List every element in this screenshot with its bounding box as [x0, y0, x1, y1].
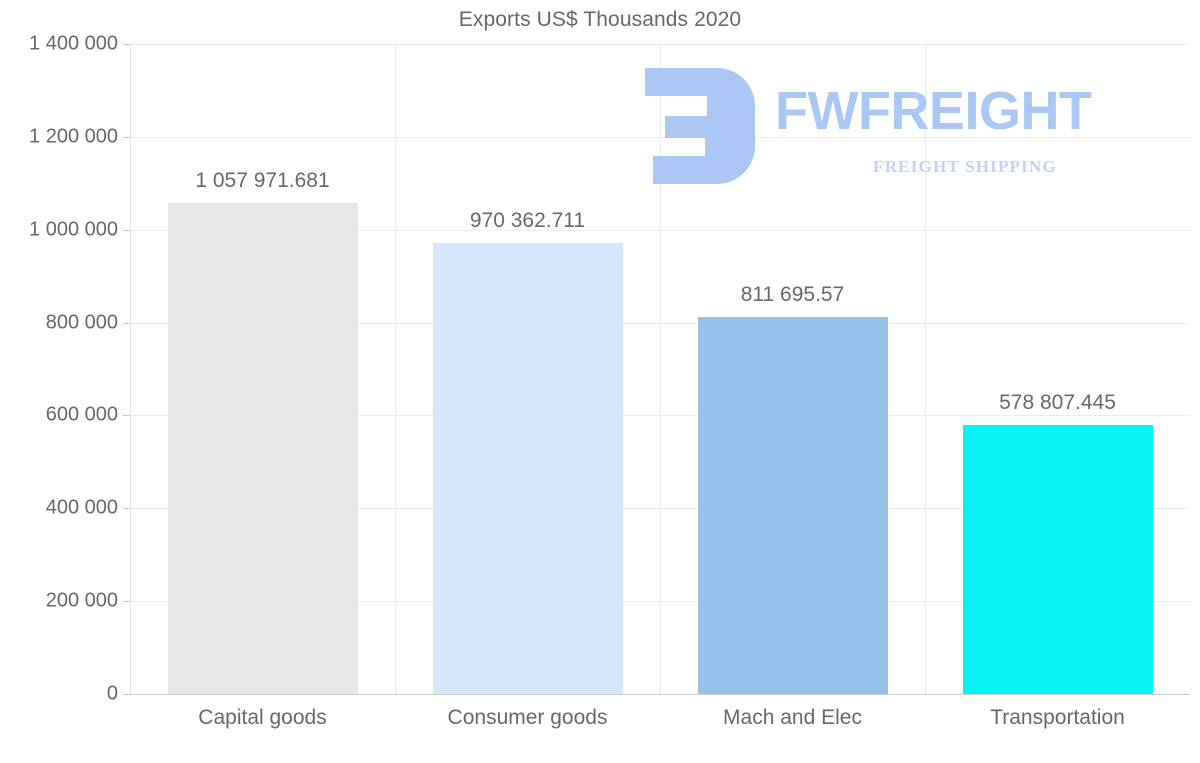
bar-mach-and-elec[interactable] — [697, 317, 888, 694]
bar-consumer-goods[interactable] — [432, 243, 623, 694]
y-axis-line — [130, 44, 131, 695]
category-separator — [925, 44, 926, 694]
bar-value-label: 1 057 971.681 — [195, 168, 330, 192]
bar-transportation[interactable] — [962, 425, 1153, 694]
x-axis-tick-label: Transportation — [990, 706, 1125, 729]
y-axis-tick-label: 1 000 000 — [29, 218, 118, 241]
chart-title: Exports US$ Thousands 2020 — [458, 8, 742, 31]
y-axis-tick-mark — [123, 229, 130, 231]
bar-value-label: 578 807.445 — [999, 391, 1116, 415]
y-axis-tick-mark — [123, 601, 130, 603]
category-separator — [660, 44, 661, 694]
y-axis-tick-label: 800 000 — [45, 311, 118, 334]
bar-value-label: 811 695.57 — [740, 283, 845, 307]
bar-capital-goods[interactable] — [167, 202, 358, 694]
category-separator — [395, 44, 396, 694]
x-axis-tick-label: Capital goods — [198, 706, 327, 729]
y-axis-tick-label: 600 000 — [45, 403, 118, 426]
y-axis-tick-label: 400 000 — [45, 496, 118, 519]
x-axis-tick-label: Mach and Elec — [723, 706, 862, 729]
gridline — [130, 694, 1190, 695]
y-axis-tick-mark — [123, 694, 130, 695]
plot-area — [130, 44, 1190, 695]
x-axis-tick-label: Consumer goods — [447, 706, 608, 729]
y-axis-tick-label: 1 200 000 — [29, 125, 118, 148]
bar-value-label: 970 362.711 — [469, 209, 586, 233]
y-axis-tick-label: 0 — [106, 682, 118, 705]
y-axis-tick-label: 1 400 000 — [29, 32, 118, 55]
y-axis-tick-mark — [123, 508, 130, 510]
y-axis-tick-mark — [123, 415, 130, 417]
y-axis-tick-mark — [123, 322, 130, 324]
y-axis-tick-mark — [123, 44, 130, 45]
y-axis-tick-label: 200 000 — [45, 589, 118, 612]
y-axis-tick-mark — [123, 136, 130, 138]
